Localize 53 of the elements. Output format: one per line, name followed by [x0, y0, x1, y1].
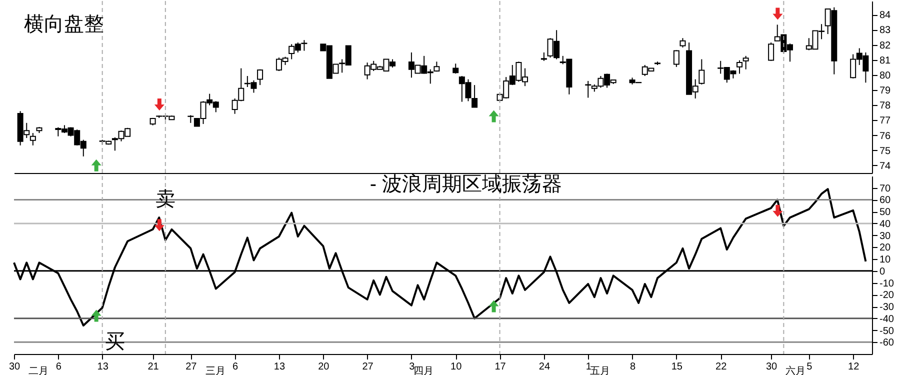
text: 五月 [590, 366, 610, 375]
y-tick-label: 83 [880, 25, 892, 36]
y-tick-label: 76 [880, 130, 892, 142]
x-tick-label: 21 [148, 362, 160, 372]
annotation: 买 [104, 331, 125, 354]
y-tick-label: 77 [880, 116, 892, 127]
x-tick-label: 24 [538, 362, 550, 372]
y-tick-label: 75 [880, 146, 892, 157]
x-tick-label: 27 [362, 362, 374, 372]
y-tick-label: -30 [880, 302, 894, 314]
y-tick-label: -40 [880, 314, 894, 325]
y-tick-label: 78 [880, 100, 892, 112]
x-tick-label: 6 [232, 362, 239, 372]
x-tick-label: 30 [8, 362, 20, 372]
y-tick-label: 20 [880, 242, 892, 254]
x-tick-label: 13 [97, 362, 109, 372]
x-tick-label: 1 [586, 362, 592, 372]
y-tick-label: 40 [880, 218, 892, 230]
y-tick-label: 79 [880, 86, 892, 97]
y-tick-label: 82 [880, 40, 892, 52]
y-tick-label: -50 [880, 326, 894, 337]
y-tick-label: 81 [880, 55, 892, 66]
x-tick-label: 30 [766, 362, 778, 372]
x-tick-label: 27 [186, 362, 198, 372]
annotation: 卖 [155, 188, 176, 211]
x-tick-label: 22 [716, 362, 728, 372]
text: 三月 [205, 366, 226, 375]
y-tick-label: 70 [880, 183, 892, 194]
y-tick-label: 50 [880, 207, 892, 218]
x-tick-label: 10 [450, 362, 462, 372]
y-tick-label: -20 [880, 290, 894, 302]
chart-title: - 波浪周期区域振荡器 [370, 174, 562, 196]
y-tick-label: 30 [880, 230, 892, 242]
x-tick-label: 12 [848, 362, 860, 372]
x-tick-label: 6 [56, 362, 62, 372]
text: 二月 [28, 366, 49, 375]
y-tick-label: 74 [880, 160, 892, 172]
y-tick-label: -10 [880, 278, 894, 290]
y-tick-label: 0 [880, 266, 886, 278]
y-tick-label: 60 [880, 195, 892, 206]
y-tick-label: 84 [880, 10, 892, 22]
y-tick-label: 80 [880, 70, 892, 82]
text: 横向盘整 [24, 14, 104, 36]
x-tick-label: 8 [630, 362, 636, 372]
x-tick-label: 17 [494, 362, 506, 372]
y-tick-label: -60 [880, 338, 894, 349]
y-tick-label: 10 [880, 254, 892, 266]
x-tick-label: 13 [274, 362, 286, 372]
text: 四月 [413, 366, 434, 375]
x-tick-label: 3 [409, 362, 416, 372]
x-tick-label: 20 [318, 362, 330, 372]
x-tick-label: 15 [671, 362, 683, 372]
x-tick-label: 5 [806, 362, 813, 372]
